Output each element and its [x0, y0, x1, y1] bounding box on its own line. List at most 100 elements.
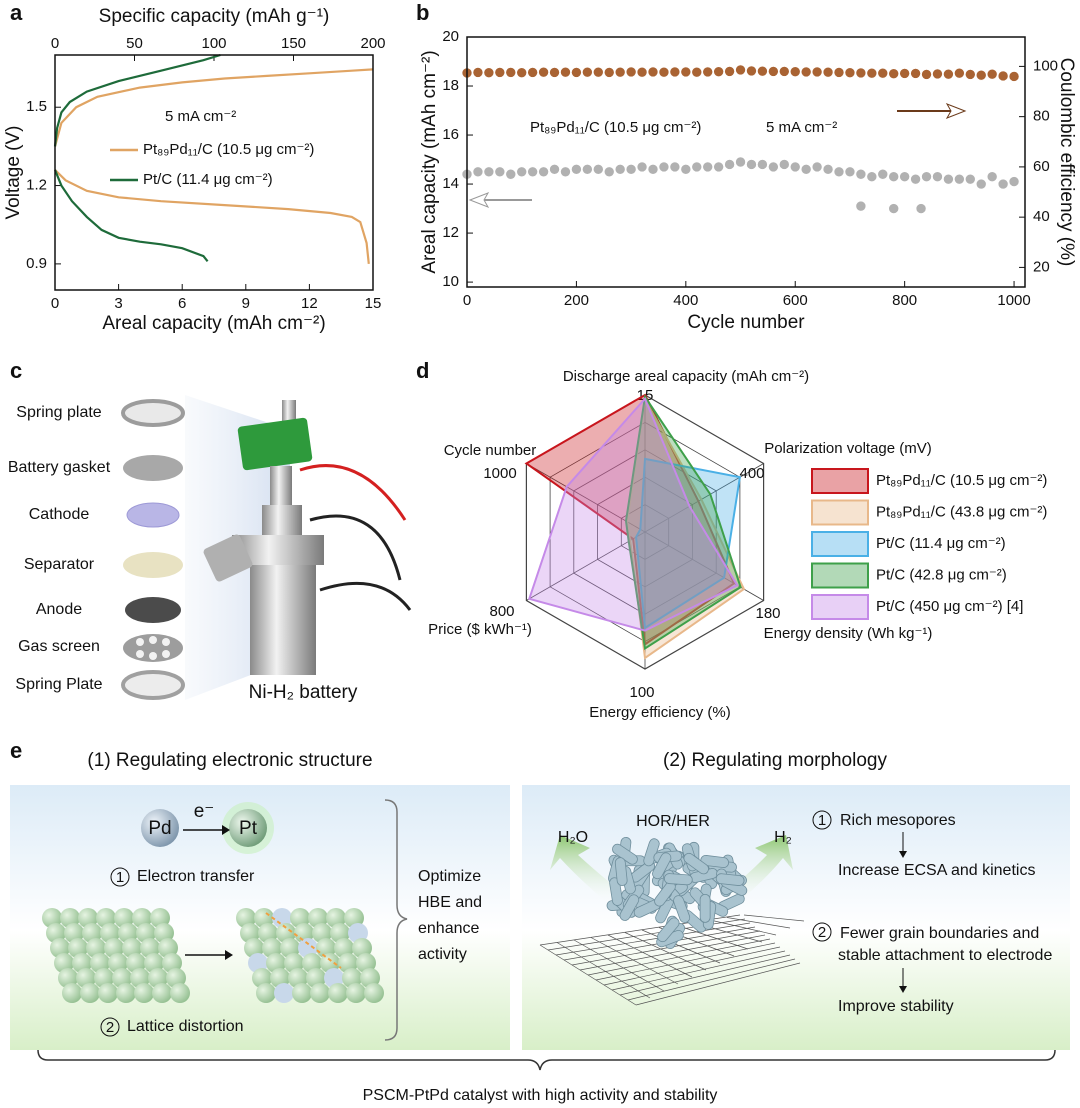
axis-max-label: 180 — [755, 605, 780, 622]
x2-tick-label: 200 — [360, 35, 385, 52]
point — [877, 168, 889, 180]
gas-label: H₂O — [558, 829, 588, 846]
point — [921, 171, 932, 183]
mesh-line — [619, 954, 791, 996]
result-label: Increase ECSA and kinetics — [838, 862, 1035, 879]
point — [997, 178, 1009, 190]
point — [636, 66, 648, 78]
marker-circle — [812, 922, 832, 942]
mesh-line — [556, 942, 651, 999]
atom — [122, 938, 142, 958]
legend-label: Pt₈₉Pd₁₁/C (10.5 μg cm⁻²) — [143, 141, 314, 158]
atom — [64, 923, 84, 943]
y-tick-label: 18 — [442, 77, 459, 94]
disc — [121, 670, 185, 700]
point — [1008, 71, 1020, 82]
point — [800, 164, 812, 175]
atom — [50, 938, 70, 958]
y2-tick-label: 20 — [1033, 258, 1050, 275]
axis-max-label: 100 — [629, 684, 654, 701]
arrowhead — [899, 986, 907, 993]
point — [899, 171, 910, 183]
point — [713, 161, 724, 173]
mesh-line — [595, 942, 776, 981]
point — [603, 67, 615, 78]
point — [899, 68, 910, 79]
point — [724, 159, 735, 170]
conclusion-line: enhance — [418, 920, 479, 937]
atom — [62, 983, 82, 1003]
point — [855, 168, 867, 180]
x-tick-label: 0 — [51, 295, 59, 312]
point-label: stable attachment to electrode — [838, 947, 1052, 964]
x-tick-label: 1000 — [997, 292, 1030, 309]
atom — [90, 953, 110, 973]
point — [986, 171, 998, 183]
disc — [121, 399, 185, 427]
point — [757, 159, 768, 170]
point — [746, 65, 757, 77]
atom — [324, 968, 344, 988]
atom — [150, 908, 170, 928]
atom — [72, 953, 92, 973]
point — [954, 67, 965, 79]
arrowhead — [468, 192, 490, 208]
nanorod — [715, 873, 745, 886]
y2-tick-label: 80 — [1033, 108, 1050, 125]
atom — [310, 983, 330, 1003]
point — [647, 164, 659, 175]
point — [921, 69, 932, 80]
point — [964, 173, 976, 185]
panel-label: c — [10, 358, 22, 383]
y2-tick-label: 60 — [1033, 158, 1050, 175]
layer-label: Gas screen — [18, 638, 100, 655]
point — [975, 69, 987, 81]
mesh-line — [590, 937, 679, 985]
plot-frame — [466, 36, 1026, 288]
atom — [96, 908, 116, 928]
axis-max-label: 800 — [489, 603, 514, 620]
nanorod — [619, 894, 640, 921]
point — [505, 168, 517, 180]
y-axis-label: Voltage (V) — [3, 126, 24, 220]
point — [778, 66, 790, 77]
atom — [78, 908, 98, 928]
conclusion-line: activity — [418, 946, 467, 963]
point — [691, 161, 703, 173]
point — [527, 67, 538, 78]
atom — [272, 908, 292, 928]
atom — [344, 908, 364, 928]
atom — [328, 983, 348, 1003]
point — [932, 171, 943, 183]
spoke — [644, 463, 764, 533]
point — [997, 70, 1009, 82]
x-tick-label: 600 — [783, 292, 808, 309]
marker: 1 — [116, 869, 124, 886]
atom — [54, 953, 74, 973]
atom — [148, 968, 168, 988]
point — [691, 66, 703, 78]
mesh-line — [573, 939, 665, 992]
atom — [240, 923, 260, 943]
brace — [384, 799, 408, 1041]
atom — [280, 938, 300, 958]
x2-axis-label: Specific capacity (mAh g⁻¹) — [99, 6, 330, 27]
x-tick-label: 800 — [892, 292, 917, 309]
atom — [308, 908, 328, 928]
gas-arrow — [550, 835, 625, 905]
atom-label: Pt — [239, 818, 258, 839]
marker-circle — [812, 810, 832, 830]
atom — [58, 968, 78, 988]
atom — [348, 923, 368, 943]
mesh-line — [635, 962, 801, 1006]
y-tick-label: 0.9 — [26, 255, 47, 272]
atom — [266, 953, 286, 973]
atom — [254, 908, 274, 928]
nanorod — [699, 893, 711, 923]
point — [625, 164, 637, 175]
marker: 2 — [818, 924, 826, 941]
arrowhead — [222, 825, 230, 835]
panel-label: b — [416, 0, 429, 25]
atom — [284, 953, 304, 973]
